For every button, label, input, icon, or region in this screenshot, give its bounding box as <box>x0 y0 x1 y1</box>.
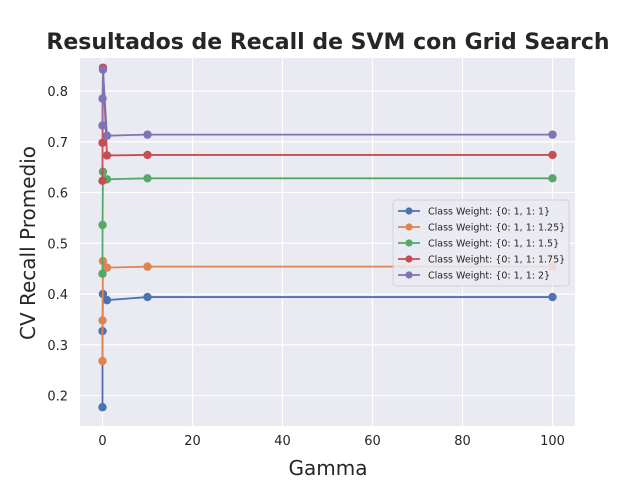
x-tick-label: 0 <box>98 434 106 449</box>
data-point <box>143 150 152 160</box>
data-point <box>102 151 112 160</box>
data-point <box>98 138 107 147</box>
data-point <box>548 130 557 139</box>
data-point <box>98 94 107 103</box>
x-tick-label: 40 <box>274 434 291 449</box>
legend-label: Class Weight: {0: 1, 1: 1.75} <box>428 255 565 266</box>
data-point <box>98 65 108 74</box>
series-line <box>101 69 553 137</box>
legend-marker <box>405 271 413 279</box>
legend-label: Class Weight: {0: 1, 1: 1.25} <box>428 223 565 234</box>
y-tick-label: 0.4 <box>47 288 68 303</box>
legend-label: Class Weight: {0: 1, 1: 2} <box>428 271 550 282</box>
legend-box <box>392 199 570 287</box>
x-tick-label: 60 <box>364 434 381 449</box>
data-point <box>98 316 107 325</box>
legend-label: Class Weight: {0: 1, 1: 1} <box>428 207 550 218</box>
data-point <box>548 174 557 183</box>
legend-item: Class Weight: {0: 1, 1: 1} <box>398 207 550 218</box>
x-axis-ticks: 0 20 40 60 80 100 <box>98 434 565 449</box>
legend-marker <box>405 255 413 263</box>
series <box>98 65 557 140</box>
y-tick-label: 0.3 <box>47 339 68 354</box>
data-point <box>98 356 107 366</box>
x-tick-label: 20 <box>184 434 201 449</box>
legend-marker <box>405 223 413 231</box>
legend-item: Class Weight: {0: 1, 1: 2} <box>398 271 550 282</box>
data-point <box>548 150 557 160</box>
series-line <box>101 171 553 274</box>
y-tick-label: 0.8 <box>47 85 68 100</box>
data-point <box>102 295 112 305</box>
x-axis-label: Gamma <box>289 456 368 480</box>
y-axis-label: CV Recall Promedio <box>16 146 40 340</box>
data-point <box>102 131 112 140</box>
legend-item: Class Weight: {0: 1, 1: 1.25} <box>398 223 565 234</box>
y-tick-label: 0.7 <box>47 136 68 151</box>
legend-marker <box>405 239 413 247</box>
data-point <box>98 220 107 230</box>
data-point <box>548 292 557 302</box>
legend-marker <box>405 207 413 215</box>
data-point <box>143 262 152 271</box>
legend-label: Class Weight: {0: 1, 1: 1.5} <box>428 239 559 250</box>
data-point <box>98 403 107 412</box>
y-axis-ticks: 0.2 0.3 0.4 0.5 0.6 0.7 0.8 <box>47 85 68 405</box>
legend-item: Class Weight: {0: 1, 1: 1.5} <box>398 239 559 250</box>
y-tick-label: 0.2 <box>47 390 68 405</box>
y-tick-label: 0.6 <box>47 187 68 202</box>
data-point <box>98 176 107 186</box>
legend: Class Weight: {0: 1, 1: 1} Class Weight: … <box>392 199 570 287</box>
x-tick-label: 100 <box>540 434 565 449</box>
y-tick-label: 0.5 <box>47 237 68 252</box>
data-point <box>143 130 152 139</box>
chart-title: Resultados de Recall de SVM con Grid Sea… <box>46 30 609 55</box>
data-point <box>143 292 152 302</box>
x-tick-label: 80 <box>454 434 471 449</box>
data-point <box>98 269 107 278</box>
data-point <box>143 174 152 183</box>
data-point <box>102 263 112 272</box>
data-point <box>98 121 107 130</box>
series <box>98 167 557 278</box>
legend-item: Class Weight: {0: 1, 1: 1.75} <box>398 255 565 266</box>
